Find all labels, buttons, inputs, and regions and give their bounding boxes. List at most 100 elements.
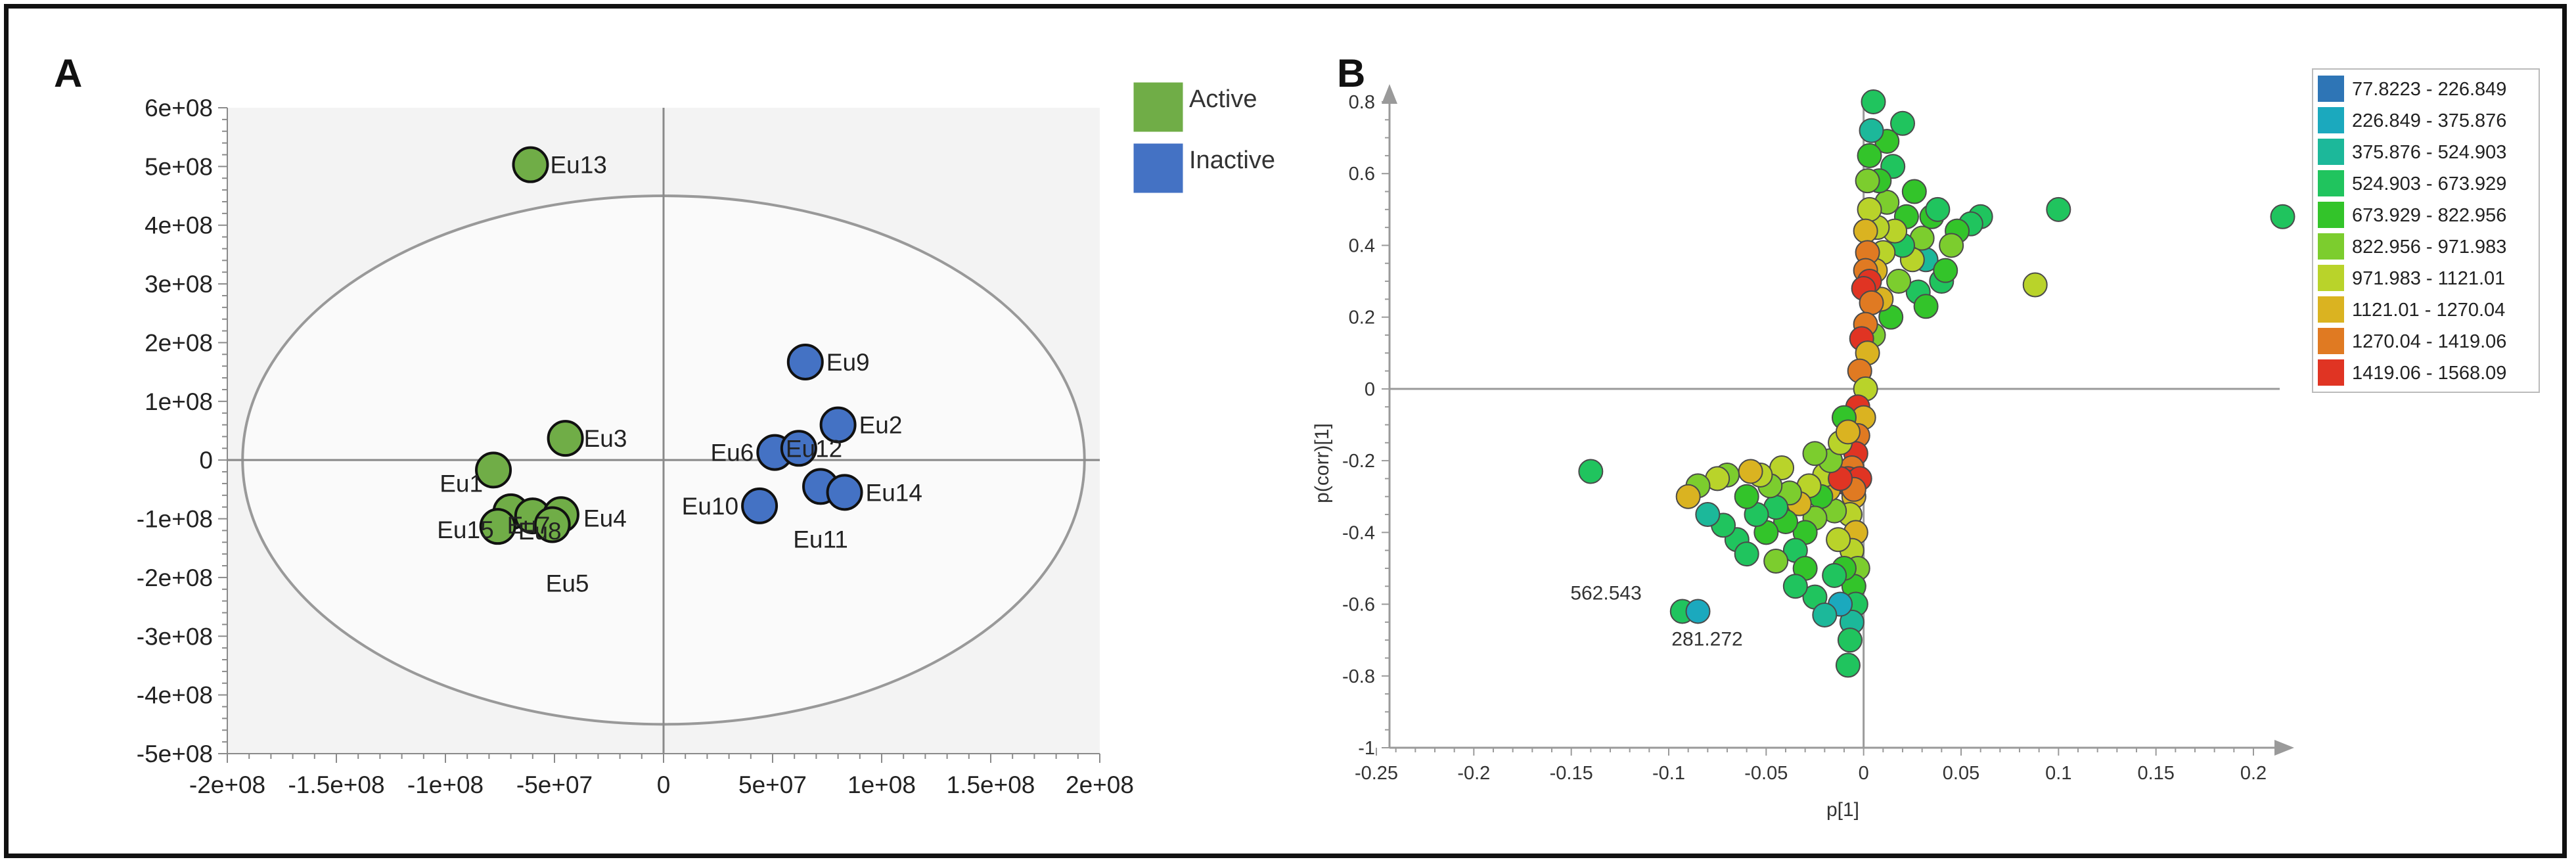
- panel-b-point: [2046, 196, 2071, 222]
- panel-a-legend-swatch: [1133, 143, 1184, 194]
- panel-b-legend-swatch: [2318, 233, 2344, 260]
- panel-b-point: [1901, 179, 1927, 204]
- panel-b-splot: 0.8 0.6 0.4 0.2 0 -0.2 -0.4 -0.6 -0.8 -1 -0.25 -0.2…: [1311, 68, 2540, 821]
- panel-a-y-tick-label: -4e+08: [137, 682, 213, 709]
- panel-b-y-axis-arrow: [1382, 84, 1397, 104]
- panel-b-y-tick-label: -0.8: [1342, 666, 1375, 687]
- panel-a-point-label: Eu4: [583, 505, 627, 532]
- panel-a-point-label: Eu9: [826, 349, 870, 376]
- panel-b-legend-swatch: [2318, 296, 2344, 323]
- panel-b-legend-swatch: [2318, 107, 2344, 133]
- panel-a-point-label: Eu6: [710, 440, 754, 467]
- panel-b-legend-label: 375.876 - 524.903: [2352, 142, 2506, 163]
- panel-a-point: [512, 146, 549, 183]
- panel-a-point: [533, 506, 571, 543]
- panel-b-x-tick-label: 0: [1859, 763, 1869, 784]
- panel-a-point: [479, 508, 516, 545]
- panel-b-point: [1695, 502, 1721, 528]
- panel-a-axes: 6e+08 5e+08 4e+08 3e+08 2e+08 1e+08 0 -1e+08 -2e…: [137, 95, 1134, 798]
- panel-b-legend-label: 1121.01 - 1270.04: [2352, 300, 2505, 321]
- panel-a-y-tick-label: 2e+08: [145, 329, 213, 356]
- panel-b-legend-swatch: [2318, 202, 2344, 228]
- panel-b-point: [1859, 118, 1884, 143]
- panel-a-point: [819, 406, 857, 444]
- panel-a-y-tick-label: 0: [199, 447, 213, 474]
- panel-b-point: [1578, 459, 1604, 484]
- panel-a-ellipse-group: [227, 108, 1100, 754]
- panel-b-point: [1734, 541, 1759, 567]
- panel-a-y-tick-label: -2e+08: [137, 564, 213, 591]
- panel-b-legend-swatch: [2318, 328, 2344, 354]
- panel-b-point: [2022, 272, 2048, 298]
- panel-b-point: [1822, 562, 1847, 588]
- panel-a-point: [826, 474, 863, 511]
- panel-a-y-tick-label: -5e+08: [137, 741, 213, 767]
- panel-b-point: [1925, 196, 1951, 222]
- panel-a-legend: Active Inactive: [1133, 81, 1275, 194]
- panel-b-legend-label: 226.849 - 375.876: [2352, 110, 2506, 131]
- panel-a-point-label: Eu13: [550, 152, 606, 179]
- panel-b-point: [1933, 258, 1958, 283]
- panel-b-point: [1859, 290, 1884, 315]
- panel-a-y-tick-label: 5e+08: [145, 153, 213, 180]
- panel-b-annotation: 281.272: [1671, 628, 1742, 650]
- panel-b-legend-swatch: [2318, 170, 2344, 196]
- panel-b-point: [1890, 110, 1915, 136]
- panel-b-point: [1685, 599, 1711, 624]
- panel-b-y-tick-label: -0.4: [1342, 522, 1375, 543]
- panel-b-point: [1855, 168, 1880, 194]
- panel-b-point: [1837, 627, 1863, 653]
- panel-b-y-tick-label: -0.6: [1342, 595, 1375, 616]
- panel-b-x-tick-label: -0.1: [1652, 763, 1685, 784]
- panel-a-point-label: Eu14: [866, 479, 922, 506]
- panel-b-annotations: 562.543 281.272: [1570, 582, 1742, 650]
- panel-a-point: [475, 451, 512, 489]
- panel-a-y-tick-label: 3e+08: [145, 271, 213, 298]
- panel-b-points: [1578, 89, 2295, 678]
- panel-a-point: [547, 420, 584, 457]
- panel-b-x-axis-label: p[1]: [1826, 799, 1859, 821]
- panel-b-y-tick-label: 0.4: [1349, 235, 1375, 256]
- panel-b-legend-swatch: [2318, 139, 2344, 165]
- panel-a-letter: A: [54, 51, 82, 95]
- panel-b-legend-swatch: [2318, 359, 2344, 386]
- panel-a-score-plot: 6e+08 5e+08 4e+08 3e+08 2e+08 1e+08 0 -1e+08 -2e…: [137, 81, 1275, 798]
- panel-b-x-tick-label: 0.15: [2137, 763, 2174, 784]
- panel-b-legend-label: 673.929 - 822.956: [2352, 205, 2506, 226]
- panel-a-x-tick-label: -1e+08: [407, 771, 484, 798]
- panel-a-legend-swatch: [1133, 81, 1184, 133]
- panel-b-point: [1782, 574, 1808, 599]
- panel-b-legend-label: 1419.06 - 1568.09: [2352, 363, 2506, 384]
- panel-b-point: [1812, 602, 1838, 627]
- panel-b-y-tick-label: -0.2: [1342, 451, 1375, 472]
- panel-a-y-tick-label: 1e+08: [145, 388, 213, 415]
- panel-a-point: [786, 343, 824, 380]
- panel-a-point-label: Eu11: [793, 526, 848, 553]
- panel-b-annotation: 562.543: [1570, 582, 1641, 604]
- panel-b-x-tick-label: -0.2: [1457, 763, 1490, 784]
- panel-a-y-tick-label: -3e+08: [137, 623, 213, 650]
- panel-a-x-tick-label: -2e+08: [189, 771, 265, 798]
- panel-b-point: [2270, 204, 2295, 229]
- panel-a-x-tick-label: -5e+07: [516, 771, 593, 798]
- panel-a-y-tick-label: 6e+08: [145, 95, 213, 122]
- panel-b-point: [1734, 484, 1759, 509]
- panel-b-x-tick-label: -0.15: [1550, 763, 1593, 784]
- panel-b-x-tick-label: -0.25: [1355, 763, 1398, 784]
- panel-b-point: [1826, 527, 1851, 553]
- panel-b-legend-box: [2312, 68, 2540, 393]
- panel-b-point: [1763, 549, 1789, 574]
- panel-a-point-label: Eu12: [786, 435, 842, 462]
- figure-frame: [4, 4, 2567, 858]
- panel-a-point-label: Eu7: [507, 512, 551, 539]
- panel-b-x-tick-label: 0.1: [2045, 763, 2071, 784]
- panel-b-letter: B: [1337, 51, 1365, 95]
- panel-b-point: [1835, 652, 1861, 678]
- panel-b-point: [1835, 419, 1861, 445]
- panel-b-legend-swatch: [2318, 76, 2344, 102]
- panel-a-point-label: Eu3: [584, 425, 627, 452]
- panel-a-point-label: Eu8: [518, 518, 562, 545]
- panel-b-point: [1738, 459, 1763, 484]
- panel-b-point: [1853, 218, 1878, 244]
